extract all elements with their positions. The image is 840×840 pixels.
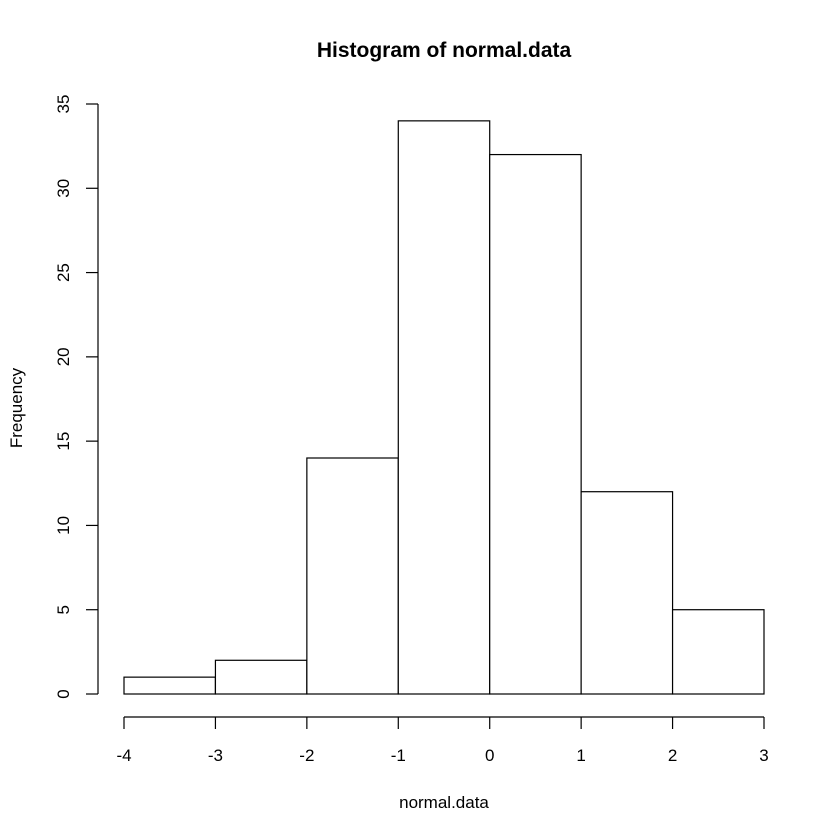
x-tick-label: -2	[299, 746, 314, 765]
histogram-bar	[306, 457, 399, 695]
y-tick-label: 5	[54, 605, 73, 614]
y-tick-label: 0	[54, 689, 73, 698]
y-axis: 0 5 10 15 20 25 30 35	[54, 95, 99, 699]
x-tick-label: -4	[116, 746, 131, 765]
x-tick-label: 3	[759, 746, 768, 765]
x-tick-label: -1	[391, 746, 406, 765]
y-tick-label: 10	[54, 516, 73, 535]
x-tick-label: -3	[208, 746, 223, 765]
histogram-bar	[214, 659, 308, 695]
y-tick-label: 30	[54, 179, 73, 198]
bars-group	[123, 120, 765, 695]
histogram-bar	[671, 609, 765, 695]
histogram-bar	[123, 676, 217, 695]
histogram-bar	[580, 491, 674, 695]
histogram-bar	[397, 120, 491, 695]
chart-title: Histogram of normal.data	[317, 39, 572, 62]
y-tick-label: 35	[54, 95, 73, 114]
histogram-bar	[489, 153, 582, 695]
x-tick-label: 2	[668, 746, 677, 765]
y-tick-label: 25	[54, 263, 73, 282]
y-tick-label: 20	[54, 347, 73, 366]
y-tick-label: 15	[54, 432, 73, 451]
x-tick-label: 0	[485, 746, 494, 765]
x-tick-label: 1	[576, 746, 585, 765]
y-axis-label: Frequency	[7, 367, 26, 448]
x-axis: -4 -3 -2 -1 0 1 2 3	[116, 716, 769, 765]
x-axis-label: normal.data	[399, 793, 489, 812]
